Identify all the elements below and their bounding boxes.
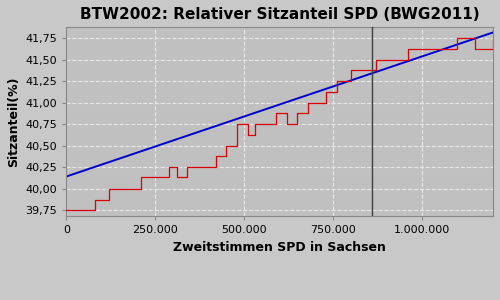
Title: BTW2002: Relativer Sitzanteil SPD (BWG2011): BTW2002: Relativer Sitzanteil SPD (BWG20… bbox=[80, 7, 479, 22]
X-axis label: Zweitstimmen SPD in Sachsen: Zweitstimmen SPD in Sachsen bbox=[173, 241, 386, 254]
Y-axis label: Sitzanteil(%): Sitzanteil(%) bbox=[7, 76, 20, 167]
